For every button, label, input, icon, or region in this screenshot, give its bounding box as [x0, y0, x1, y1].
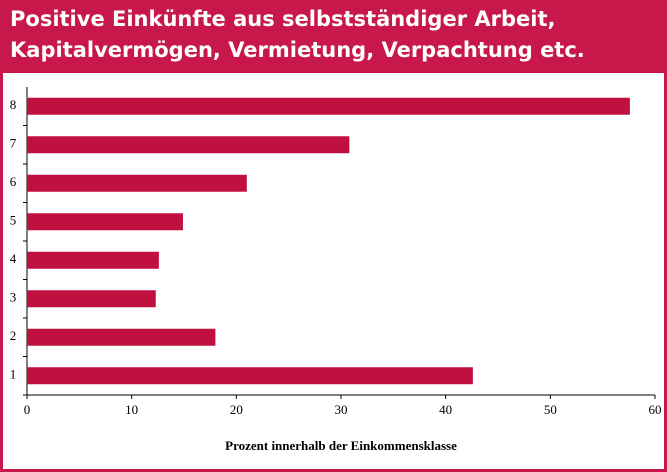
y-tick-label: 6 — [10, 174, 17, 189]
x-tick-label: 40 — [439, 402, 452, 417]
x-tick-label: 30 — [335, 402, 348, 417]
y-tick-label: 1 — [10, 367, 17, 382]
bar — [27, 213, 183, 231]
x-tick-label: 0 — [24, 402, 31, 417]
bar — [27, 97, 630, 115]
y-tick-label: 5 — [10, 213, 17, 228]
x-tick-label: 20 — [230, 402, 243, 417]
chart-title: Positive Einkünfte aus selbstständiger A… — [10, 7, 555, 31]
chart-subtitle: Kapitalvermögen, Vermietung, Verpachtung… — [10, 38, 585, 62]
x-axis-title: Prozent innerhalb der Einkommensklasse — [225, 438, 457, 453]
bar — [27, 328, 216, 346]
y-tick-label: 2 — [10, 328, 17, 343]
y-tick-label: 3 — [10, 290, 17, 305]
y-tick-label: 4 — [10, 251, 17, 266]
x-tick-label: 50 — [544, 402, 557, 417]
bar — [27, 174, 247, 192]
plot-background — [3, 73, 664, 469]
bar — [27, 251, 159, 269]
x-tick-label: 10 — [125, 402, 138, 417]
bar — [27, 367, 473, 385]
x-tick-label: 60 — [649, 402, 662, 417]
bar — [27, 136, 350, 154]
y-tick-label: 8 — [10, 97, 17, 112]
bar — [27, 290, 156, 308]
y-tick-label: 7 — [10, 136, 17, 151]
